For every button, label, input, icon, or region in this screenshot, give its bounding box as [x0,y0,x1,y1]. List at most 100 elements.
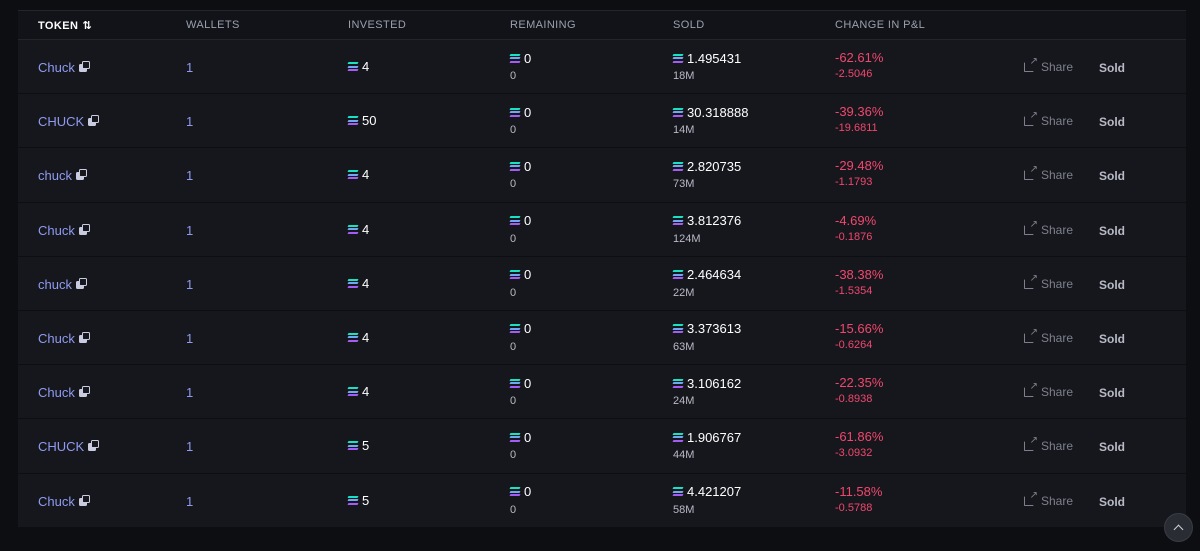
solana-icon [672,324,684,334]
token-link[interactable]: Chuck [38,331,90,346]
share-button[interactable]: Share [1024,435,1073,453]
table-row[interactable]: Chuck 1 4 00 3.106162 24M -22.35% -0.8938 Share S… [18,365,1186,420]
share-label: Share [1041,114,1074,129]
token-name: Chuck [38,60,75,75]
solana-icon [347,441,359,451]
pnl-percent: -22.35% [835,375,884,391]
table-row[interactable]: Chuck 1 4 00 3.373613 63M -15.66% -0.6264 Share S… [18,310,1186,366]
copy-icon[interactable] [88,115,100,127]
token-link[interactable]: Chuck [38,223,90,238]
invested-amount: 4 [347,59,369,74]
wallets-count[interactable]: 1 [186,114,194,130]
token-link[interactable]: CHUCK [38,114,100,130]
column-token[interactable]: TOKEN ⇅ [38,19,92,32]
remaining-tokens: 0 [510,286,517,299]
wallets-count[interactable]: 1 [186,168,194,184]
copy-icon[interactable] [78,61,90,72]
table-row[interactable]: CHUCK 1 50 00 30.318888 14M -39.36% -19.6811 Sha… [18,94,1186,149]
wallets-count[interactable]: 1 [186,276,194,292]
table-row[interactable]: Chuck 1 4 00 1.495431 18M -62.61% -2.5046 Share S… [18,40,1186,95]
share-icon [1024,219,1038,235]
token-link[interactable]: Chuck [38,60,90,75]
wallets-count[interactable]: 1 [186,439,194,455]
solana-icon [509,107,521,117]
share-button[interactable]: Share [1024,56,1074,74]
solana-icon [509,378,521,388]
share-button[interactable]: Share [1024,273,1073,291]
sold-tokens: 73M [673,178,695,191]
status-badge: Sold [1099,61,1125,75]
sold-value: 3.812376 [687,213,742,229]
table-row[interactable]: Chuck 1 4 00 3.812376 124M -4.69% -0.1876 Share S… [18,202,1186,257]
wallets-count[interactable]: 1 [186,222,194,238]
solana-icon [672,161,684,171]
pnl-percent: -4.69% [835,212,877,228]
copy-icon[interactable] [78,386,90,398]
token-link[interactable]: Chuck [38,494,90,509]
wallets-count[interactable]: 1 [186,60,194,75]
table-row[interactable]: chuck 1 4 00 2.820735 73M -29.48% -1.1793 Share S… [18,148,1186,203]
status-badge: Sold [1099,440,1125,455]
share-label: Share [1041,60,1074,74]
wallets-count[interactable]: 1 [186,330,194,346]
pnl-percent: -29.48% [835,158,884,174]
wallets-count[interactable]: 1 [186,385,194,401]
invested-value: 4 [362,221,370,237]
solana-icon [509,270,521,280]
status-badge: Sold [1099,115,1125,130]
token-link[interactable]: chuck [38,168,87,184]
share-button[interactable]: Share [1024,490,1073,508]
solana-icon [672,378,684,388]
sold-tokens: 18M [673,70,695,82]
copy-icon[interactable] [75,277,87,289]
solana-icon [347,170,359,180]
sold-amount: 3.812376 124M [672,212,742,245]
table-row[interactable]: Chuck 1 5 00 4.421207 58M -11.58% -0.5788 Share S… [18,473,1186,528]
share-button[interactable]: Share [1024,381,1074,400]
invested-value: 4 [362,275,370,291]
scroll-to-top-button[interactable] [1164,513,1193,542]
token-name: chuck [38,168,72,184]
sold-amount: 4.421207 58M [672,483,741,516]
sold-tokens: 14M [673,124,695,137]
copy-icon[interactable] [78,331,90,343]
share-button[interactable]: Share [1024,327,1073,345]
solana-icon [509,216,521,226]
copy-icon[interactable] [78,494,90,506]
status-badge: Sold [1099,494,1125,509]
share-button[interactable]: Share [1024,164,1073,182]
table-row[interactable]: CHUCK 1 5 00 1.906767 44M -61.86% -3.0932 Share S… [18,419,1186,474]
pnl-percent: -15.66% [835,320,884,336]
share-label: Share [1041,385,1074,400]
copy-icon[interactable] [88,440,100,452]
column-pnl: CHANGE IN P&L [835,19,926,31]
invested-amount: 4 [347,167,370,183]
share-button[interactable]: Share [1024,219,1073,237]
pnl-change: -62.61% -2.5046 [835,50,883,80]
invested-value: 4 [362,167,370,183]
token-name: Chuck [38,385,75,401]
invested-amount: 4 [347,275,370,291]
sort-icon[interactable]: ⇅ [82,20,92,32]
token-link[interactable]: chuck [38,277,87,292]
invested-amount: 5 [347,493,369,508]
solana-icon [347,278,359,288]
share-button[interactable]: Share [1024,110,1074,129]
token-name: CHUCK [38,114,85,130]
trades-table: TOKEN ⇅ WALLETS INVESTED REMAINING SOLD C… [18,10,1186,528]
invested-value: 50 [362,113,377,129]
column-sold: SOLD [673,19,705,31]
pnl-value: -0.1876 [835,230,873,243]
invested-amount: 50 [347,113,377,129]
token-link[interactable]: Chuck [38,385,90,401]
token-link[interactable]: CHUCK [38,439,100,454]
invested-amount: 4 [347,384,369,399]
table-row[interactable]: chuck 1 4 00 2.464634 22M -38.38% -1.5354 Share S… [18,256,1186,311]
copy-icon[interactable] [75,169,87,181]
copy-icon[interactable] [78,223,90,235]
solana-icon [347,495,359,505]
solana-icon [509,487,521,496]
remaining-tokens: 0 [510,503,517,516]
wallets-count[interactable]: 1 [186,493,194,509]
